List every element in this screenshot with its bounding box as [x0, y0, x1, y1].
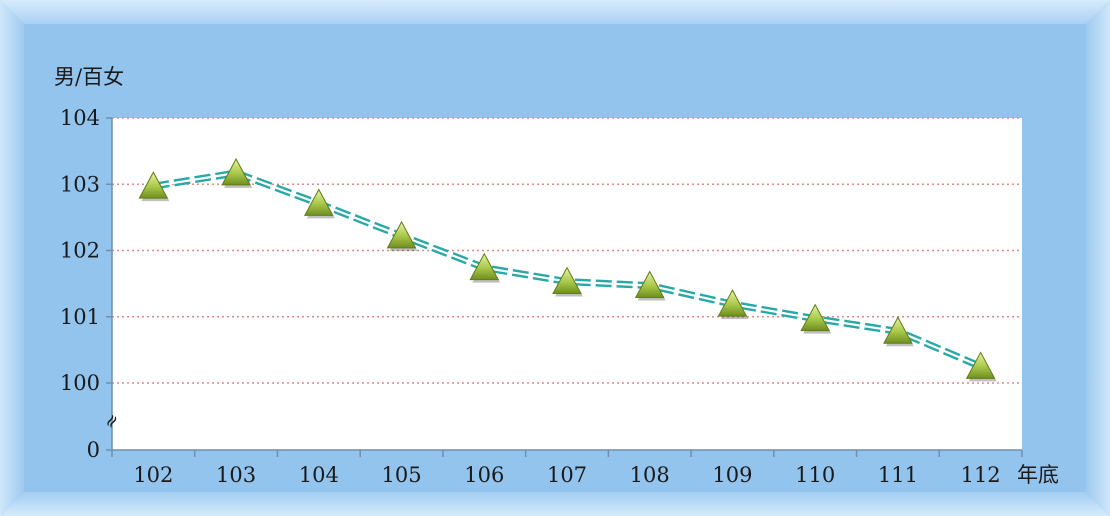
- data-point-marker: [883, 316, 913, 344]
- y-axis-label: 男/百女: [54, 65, 124, 89]
- x-tick-label: 108: [630, 463, 670, 487]
- x-tick-label: 111: [878, 463, 918, 487]
- x-tick-label: 107: [547, 463, 587, 487]
- x-tick-label: 109: [712, 463, 752, 487]
- x-tick-label: 103: [216, 463, 256, 487]
- x-tick-label: 105: [381, 463, 421, 487]
- data-point-marker: [386, 220, 417, 249]
- y-tick-label: 103: [60, 172, 100, 196]
- y-tick-label: 104: [60, 106, 100, 130]
- data-point-marker: [221, 157, 251, 186]
- data-point-marker: [138, 171, 169, 199]
- y-tick-label: 0: [87, 438, 100, 462]
- data-point-marker: [303, 188, 334, 216]
- axes: [106, 117, 1023, 457]
- x-tick-labels: 102 103 104 105 106 107 108 109 110 111 112: [133, 463, 1000, 487]
- data-point-marker: [965, 351, 996, 379]
- y-tick-label: 101: [60, 305, 100, 329]
- y-tick-label: 100: [60, 371, 100, 395]
- x-tick-label: 112: [961, 463, 1001, 487]
- data-point-marker: [800, 303, 831, 332]
- frame-bevel-top: [0, 0, 1110, 24]
- series-markers: [138, 157, 997, 382]
- data-point-marker: [469, 252, 500, 281]
- x-axis-label: 年底: [1017, 463, 1059, 487]
- data-point-marker: [634, 270, 665, 299]
- x-tick-label: 106: [464, 463, 504, 487]
- frame-bevel-right: [1086, 0, 1110, 516]
- x-tick-label: 110: [795, 463, 835, 487]
- x-tick-label: 102: [133, 463, 173, 487]
- y-tick-labels: 0 100 101 102 103 104: [60, 106, 100, 462]
- data-point-marker: [717, 289, 748, 317]
- y-tick-label: 102: [60, 239, 100, 263]
- data-point-marker: [552, 266, 582, 295]
- frame-bevel-left: [0, 0, 24, 516]
- x-tick-label: 104: [299, 463, 339, 487]
- frame-bevel-bottom: [0, 492, 1110, 516]
